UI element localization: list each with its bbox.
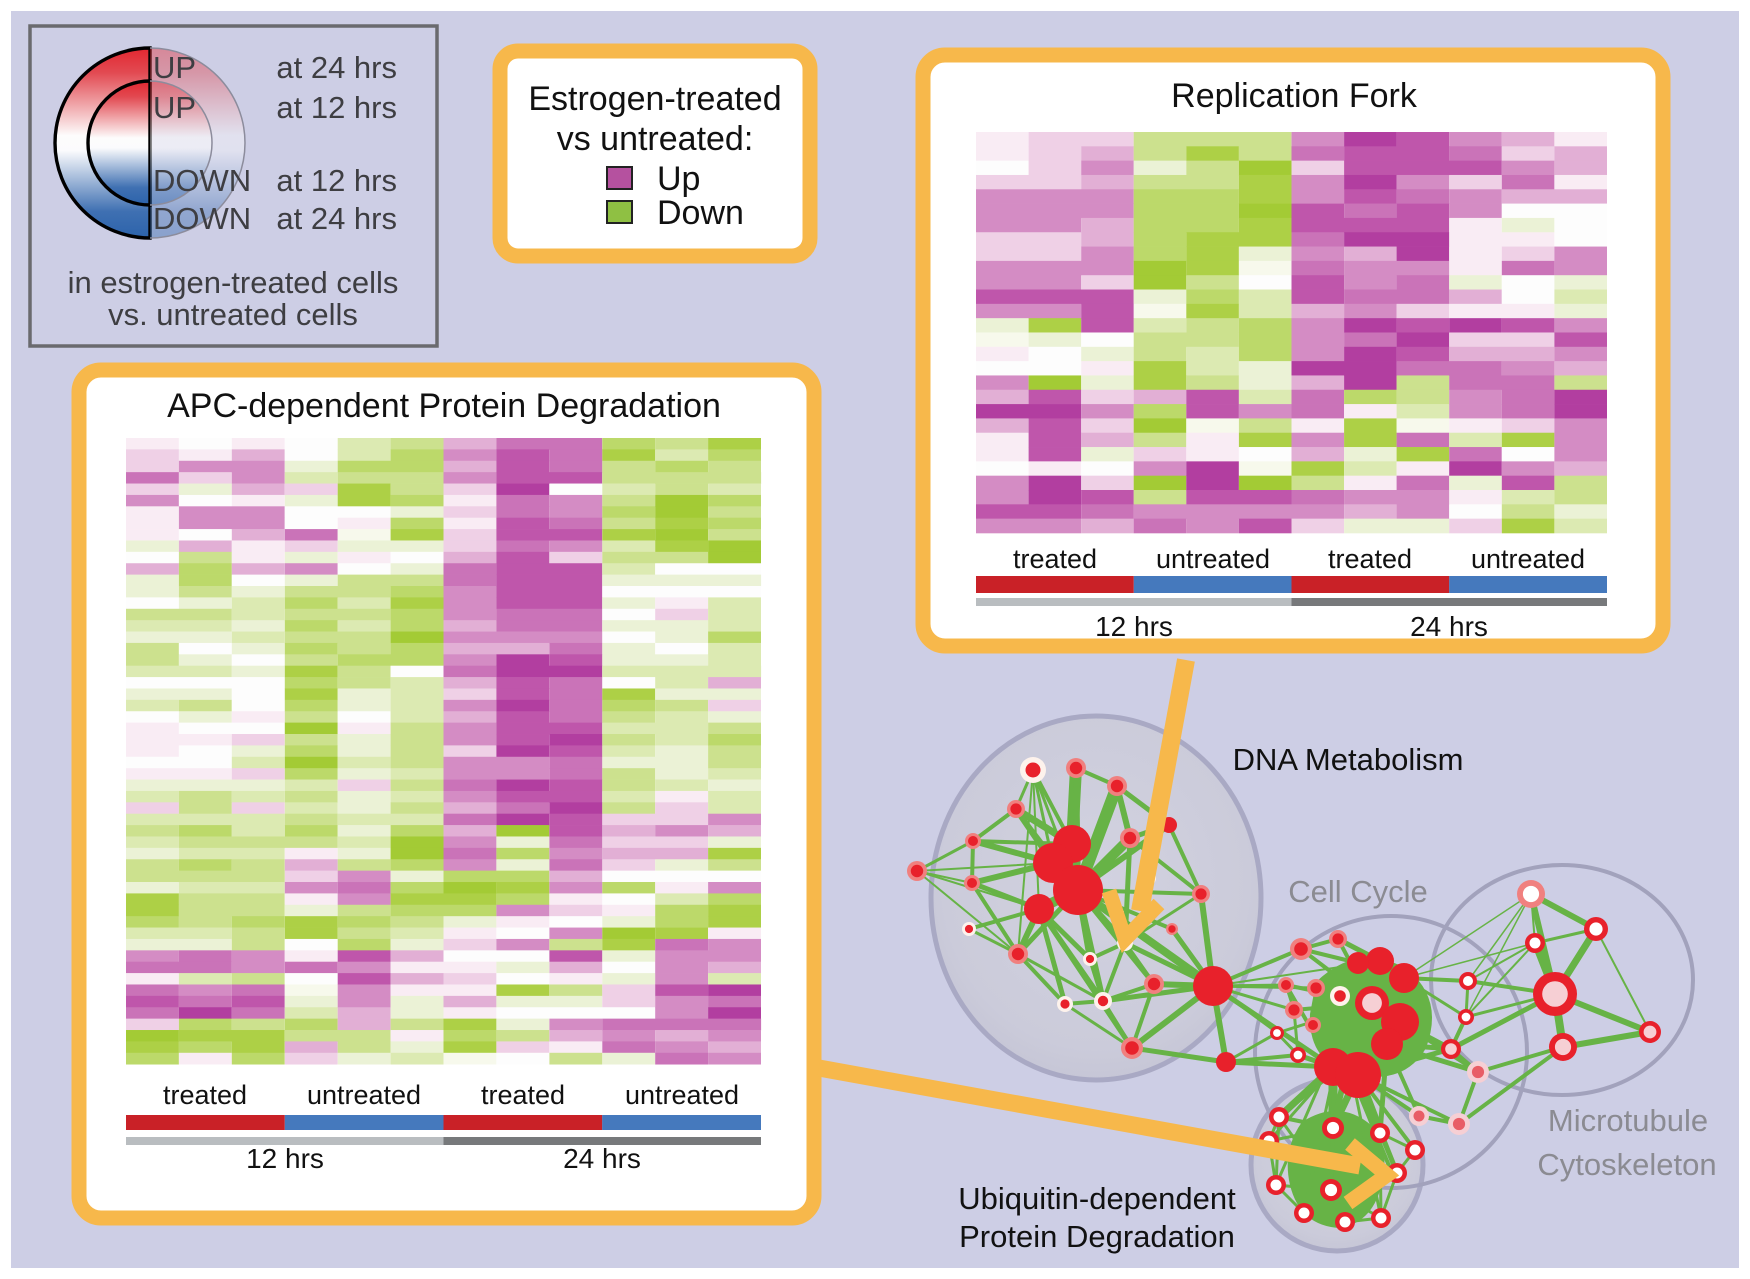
svg-text:DOWN: DOWN [153,163,251,198]
svg-text:treated: treated [481,1080,565,1110]
svg-text:untreated: untreated [1471,544,1585,574]
svg-text:vs untreated:: vs untreated: [557,120,754,158]
svg-text:Estrogen-treated: Estrogen-treated [528,80,781,118]
svg-text:UP: UP [153,50,196,85]
svg-text:vs. untreated cells: vs. untreated cells [108,297,358,332]
svg-text:DOWN: DOWN [153,201,251,236]
svg-text:12 hrs: 12 hrs [246,1143,324,1174]
svg-text:at 12 hrs: at 12 hrs [276,163,397,198]
svg-text:treated: treated [1013,544,1097,574]
svg-text:Cell Cycle: Cell Cycle [1288,874,1428,909]
svg-text:in estrogen-treated cells: in estrogen-treated cells [68,265,399,300]
svg-text:untreated: untreated [625,1080,739,1110]
svg-text:12 hrs: 12 hrs [1095,611,1173,642]
svg-text:DNA Metabolism: DNA Metabolism [1233,742,1464,777]
svg-text:24 hrs: 24 hrs [1410,611,1488,642]
svg-text:APC-dependent Protein Degradat: APC-dependent Protein Degradation [167,387,721,425]
svg-text:UP: UP [153,90,196,125]
svg-text:Replication Fork: Replication Fork [1171,77,1418,115]
svg-text:Up: Up [657,160,700,198]
svg-text:Protein Degradation: Protein Degradation [959,1219,1235,1254]
svg-text:at 24 hrs: at 24 hrs [276,201,397,236]
svg-text:untreated: untreated [1156,544,1270,574]
svg-text:Ubiquitin-dependent: Ubiquitin-dependent [958,1181,1236,1216]
svg-text:Microtubule: Microtubule [1548,1103,1708,1138]
svg-text:treated: treated [163,1080,247,1110]
svg-text:at 24 hrs: at 24 hrs [276,50,397,85]
svg-text:24 hrs: 24 hrs [563,1143,641,1174]
svg-text:Cytoskeleton: Cytoskeleton [1537,1147,1716,1182]
svg-text:treated: treated [1328,544,1412,574]
svg-text:at 12 hrs: at 12 hrs [276,90,397,125]
svg-text:Down: Down [657,194,744,232]
svg-text:untreated: untreated [307,1080,421,1110]
